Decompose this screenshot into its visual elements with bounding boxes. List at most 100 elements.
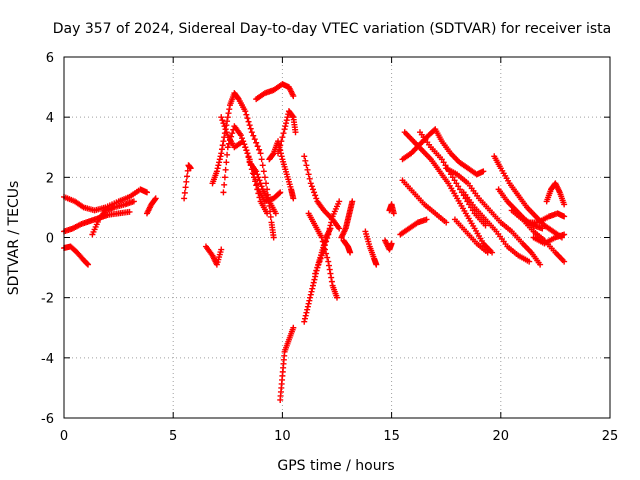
data-series — [382, 237, 395, 253]
data-point — [181, 189, 188, 196]
data-series — [202, 243, 225, 268]
data-point — [484, 249, 491, 256]
data-point — [326, 266, 333, 273]
data-point — [390, 210, 397, 217]
data-point — [187, 165, 194, 172]
data-point — [221, 123, 228, 130]
data-point — [275, 138, 282, 145]
data-point — [304, 303, 311, 310]
data-point — [442, 162, 449, 169]
data-point — [323, 250, 330, 257]
data-series — [181, 162, 194, 202]
data-point — [443, 219, 450, 226]
data-series — [524, 210, 568, 226]
data-point — [277, 189, 284, 196]
data-point — [423, 216, 430, 223]
data-point — [85, 261, 92, 268]
x-tick-label: 10 — [274, 429, 291, 444]
data-point — [449, 174, 456, 181]
data-point — [308, 288, 315, 295]
data-point — [221, 174, 228, 181]
data-point — [325, 231, 332, 238]
x-tick-label: 25 — [602, 429, 619, 444]
data-point — [220, 189, 227, 196]
data-point — [334, 294, 340, 301]
data-point — [223, 159, 230, 166]
data-point — [290, 195, 297, 202]
data-point — [310, 279, 317, 286]
data-point — [248, 129, 255, 136]
x-tick-label: 0 — [60, 429, 68, 444]
data-point — [311, 276, 318, 283]
data-series — [386, 201, 397, 217]
data-series — [340, 237, 354, 256]
data-series — [253, 81, 297, 103]
data-point — [242, 144, 249, 151]
data-series — [209, 90, 277, 241]
data-series — [143, 195, 159, 217]
data-point — [254, 171, 261, 178]
data-point — [244, 150, 251, 157]
data-point — [328, 216, 335, 223]
y-tick-label: -2 — [41, 292, 54, 307]
data-point — [455, 183, 462, 190]
data-series — [397, 216, 430, 238]
data-point — [327, 270, 334, 277]
data-point — [309, 186, 316, 193]
chart-title: Day 357 of 2024, Sidereal Day-to-day VTE… — [53, 21, 611, 37]
data-point — [270, 234, 277, 241]
data-point — [244, 115, 251, 122]
data-point — [263, 180, 270, 187]
data-point — [143, 189, 150, 196]
data-point — [561, 213, 568, 220]
data-point — [324, 254, 331, 261]
data-series — [401, 129, 496, 256]
data-point — [213, 168, 220, 175]
data-point — [269, 151, 276, 158]
data-point — [184, 173, 191, 180]
data-point — [388, 240, 395, 247]
data-point — [217, 153, 224, 160]
data-point — [242, 108, 249, 115]
data-point — [251, 136, 258, 143]
data-point — [229, 130, 236, 137]
data-series — [89, 198, 137, 238]
data-point — [224, 151, 231, 158]
y-axis-label: SDTVAR / TECUs — [6, 181, 22, 296]
data-point — [256, 146, 263, 153]
data-point — [289, 113, 296, 120]
data-point — [220, 120, 227, 127]
data-point — [313, 267, 320, 274]
data-point — [302, 157, 309, 164]
data-point — [317, 255, 324, 262]
data-point — [320, 245, 327, 252]
data-point — [246, 122, 253, 129]
data-series — [275, 108, 299, 157]
y-tick-label: 2 — [46, 171, 54, 186]
data-point — [219, 142, 226, 149]
data-point — [325, 228, 332, 235]
data-point — [84, 260, 91, 267]
data-series — [301, 225, 334, 325]
data-point — [307, 180, 314, 187]
data-point — [182, 184, 189, 191]
data-point — [181, 195, 188, 202]
data-point — [241, 141, 248, 148]
data-point — [336, 225, 343, 232]
data-point — [277, 150, 284, 157]
data-series — [305, 210, 340, 301]
data-series — [460, 189, 533, 265]
data-series — [543, 180, 568, 208]
data-series — [362, 228, 380, 268]
data-point — [328, 219, 335, 226]
data-point — [277, 147, 284, 154]
data-point — [328, 274, 335, 281]
data-point — [218, 150, 225, 157]
data-point — [218, 114, 225, 121]
data-point — [258, 156, 265, 163]
data-point — [305, 300, 312, 307]
data-point — [537, 261, 544, 268]
data-point — [290, 324, 297, 331]
data-point — [226, 106, 233, 113]
